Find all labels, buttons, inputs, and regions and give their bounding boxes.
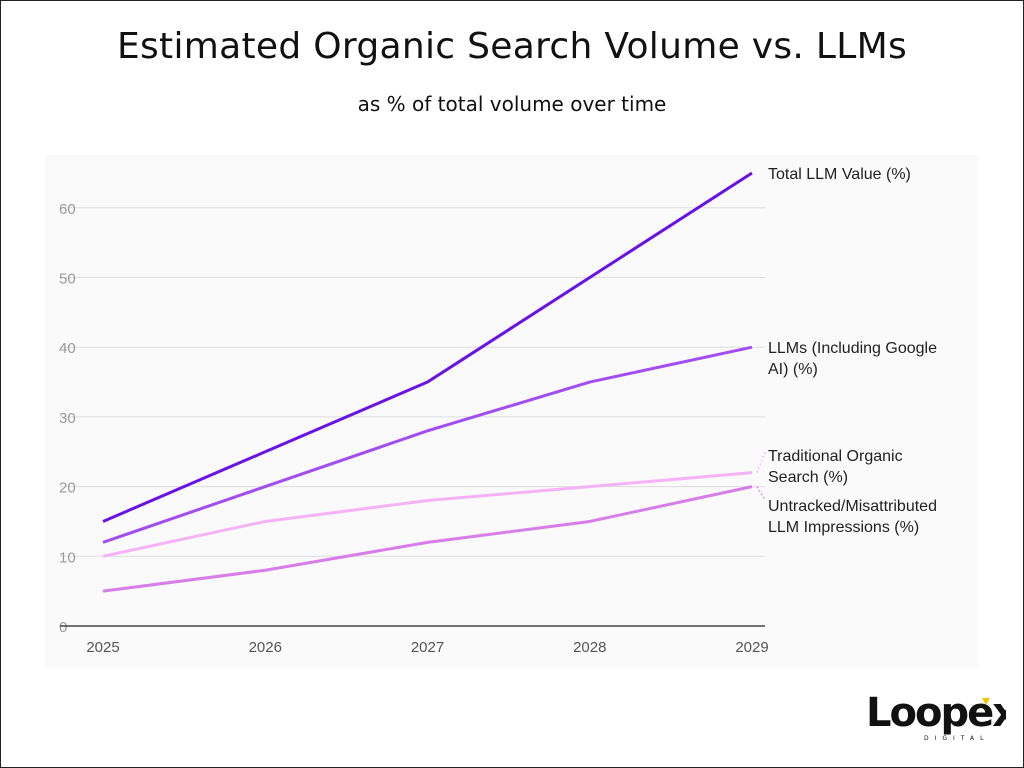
label-connector — [756, 486, 766, 501]
svg-text:Loopex: Loopex — [866, 690, 1006, 736]
x-tick-label: 2028 — [573, 639, 606, 656]
series-label: Search (%) — [768, 469, 848, 486]
series-label: Traditional Organic — [768, 448, 903, 465]
series-line — [102, 485, 753, 593]
series-label: Total LLM Value (%) — [768, 166, 911, 183]
loopex-logo-mark: Loopex DIGITAL — [866, 690, 1006, 742]
plot-area — [45, 155, 978, 668]
series-label: LLMs (Including Google — [768, 340, 937, 357]
y-tick-label: 30 — [59, 410, 76, 427]
x-tick-label: 2027 — [411, 639, 444, 656]
y-tick-label: 10 — [59, 549, 76, 566]
y-tick-label: 50 — [59, 271, 76, 288]
loopex-logo: Loopex DIGITAL — [866, 688, 1006, 744]
series-label: AI) (%) — [768, 361, 818, 378]
series-label: Untracked/Misattributed — [768, 498, 937, 515]
x-tick-label: 2025 — [86, 639, 119, 656]
x-tick-label: 2029 — [735, 639, 768, 656]
series-label: LLM Impressions (%) — [768, 519, 919, 536]
svg-text:DIGITAL: DIGITAL — [924, 735, 989, 742]
y-tick-label: 40 — [59, 340, 76, 357]
chart-subtitle: as % of total volume over time — [357, 92, 667, 116]
x-tick-label: 2026 — [249, 639, 282, 656]
y-tick-label: 20 — [59, 480, 76, 497]
label-connector — [756, 451, 766, 473]
y-tick-label: 0 — [59, 619, 67, 636]
chart-title: Estimated Organic Search Volume vs. LLMs — [116, 26, 908, 67]
series-line — [102, 345, 753, 544]
y-tick-label: 60 — [59, 201, 76, 218]
